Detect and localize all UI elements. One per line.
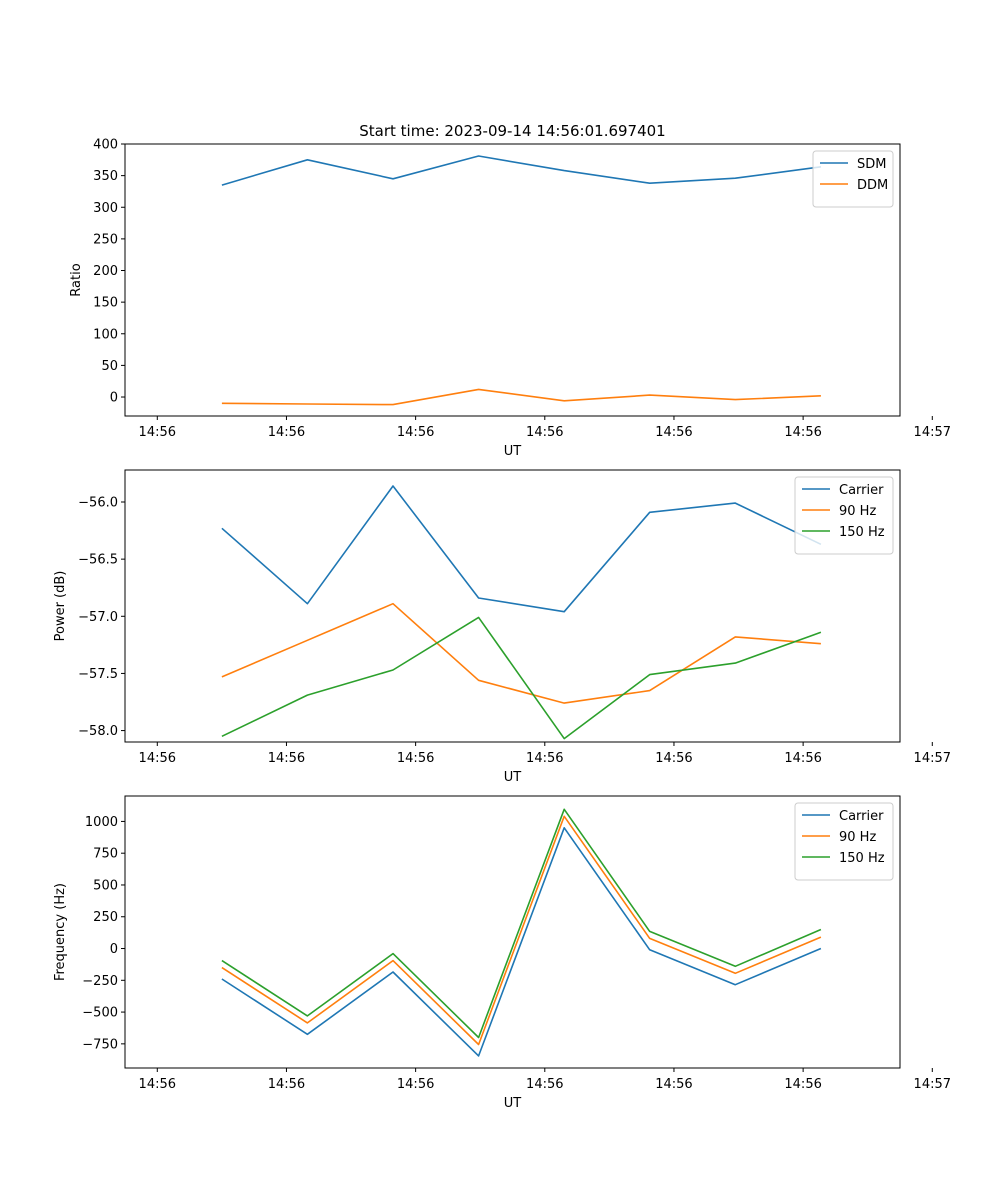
x-tick-label: 14:57 [914, 1077, 951, 1092]
x-tick-label: 14:57 [914, 751, 951, 766]
x-tick-label: 14:56 [397, 751, 434, 766]
y-tick-label: 250 [93, 232, 118, 247]
y-tick-label: −750 [82, 1037, 118, 1052]
legend: Carrier 90 Hz 150 Hz [795, 803, 893, 880]
x-tick-label: 14:56 [139, 1077, 176, 1092]
legend-label: 150 Hz [839, 525, 885, 540]
y-tick-label: 100 [93, 327, 118, 342]
chart-title: Start time: 2023-09-14 14:56:01.697401 [359, 122, 665, 140]
legend-label: Carrier [839, 809, 884, 824]
y-tick-label: −58.0 [78, 724, 118, 739]
y-tick-label: 750 [93, 847, 118, 862]
y-tick-label: −500 [82, 1006, 118, 1021]
y-tick-label: 250 [93, 910, 118, 925]
x-tick-label: 14:56 [268, 751, 305, 766]
x-tick-label: 14:56 [784, 425, 821, 440]
x-tick-label: 14:56 [526, 751, 563, 766]
y-tick-label: 300 [93, 201, 118, 216]
y-axis-label: Ratio [69, 263, 84, 296]
y-tick-label: 0 [110, 391, 118, 406]
x-tick-label: 14:56 [397, 425, 434, 440]
y-tick-label: 200 [93, 264, 118, 279]
y-tick-label: 150 [93, 296, 118, 311]
x-axis-label: UT [504, 444, 522, 459]
y-tick-label: 50 [101, 359, 118, 374]
legend-label: DDM [857, 178, 888, 193]
x-axis-label: UT [504, 1096, 522, 1111]
y-tick-label: 1000 [85, 815, 118, 830]
x-tick-label: 14:56 [655, 751, 692, 766]
x-tick-label: 14:56 [784, 751, 821, 766]
y-tick-label: 0 [110, 942, 118, 957]
y-axis-label: Power (dB) [53, 571, 68, 642]
y-tick-label: 500 [93, 878, 118, 893]
y-tick-label: 400 [93, 138, 118, 153]
x-tick-label: 14:56 [655, 425, 692, 440]
y-tick-label: −56.0 [78, 496, 118, 511]
legend-label: 150 Hz [839, 851, 885, 866]
x-tick-label: 14:56 [397, 1077, 434, 1092]
x-tick-label: 14:56 [268, 425, 305, 440]
y-tick-label: −57.0 [78, 610, 118, 625]
figure: Start time: 2023-09-14 14:56:01.697401 14… [0, 0, 1000, 1200]
y-tick-label: 350 [93, 169, 118, 184]
x-tick-label: 14:56 [526, 1077, 563, 1092]
legend-label: SDM [857, 157, 886, 172]
x-tick-label: 14:56 [655, 1077, 692, 1092]
legend-label: 90 Hz [839, 830, 876, 845]
x-tick-label: 14:56 [526, 425, 563, 440]
x-tick-label: 14:56 [139, 425, 176, 440]
x-tick-label: 14:56 [139, 751, 176, 766]
legend: Carrier 90 Hz 150 Hz [795, 477, 893, 554]
x-axis-label: UT [504, 770, 522, 785]
legend-label: 90 Hz [839, 504, 876, 519]
y-tick-label: −250 [82, 974, 118, 989]
x-tick-label: 14:56 [268, 1077, 305, 1092]
legend-label: Carrier [839, 483, 884, 498]
x-tick-label: 14:56 [784, 1077, 821, 1092]
legend: SDM DDM [813, 151, 893, 207]
y-tick-label: −56.5 [78, 553, 118, 568]
y-axis-label: Frequency (Hz) [53, 883, 68, 981]
x-tick-label: 14:57 [914, 425, 951, 440]
y-tick-label: −57.5 [78, 667, 118, 682]
